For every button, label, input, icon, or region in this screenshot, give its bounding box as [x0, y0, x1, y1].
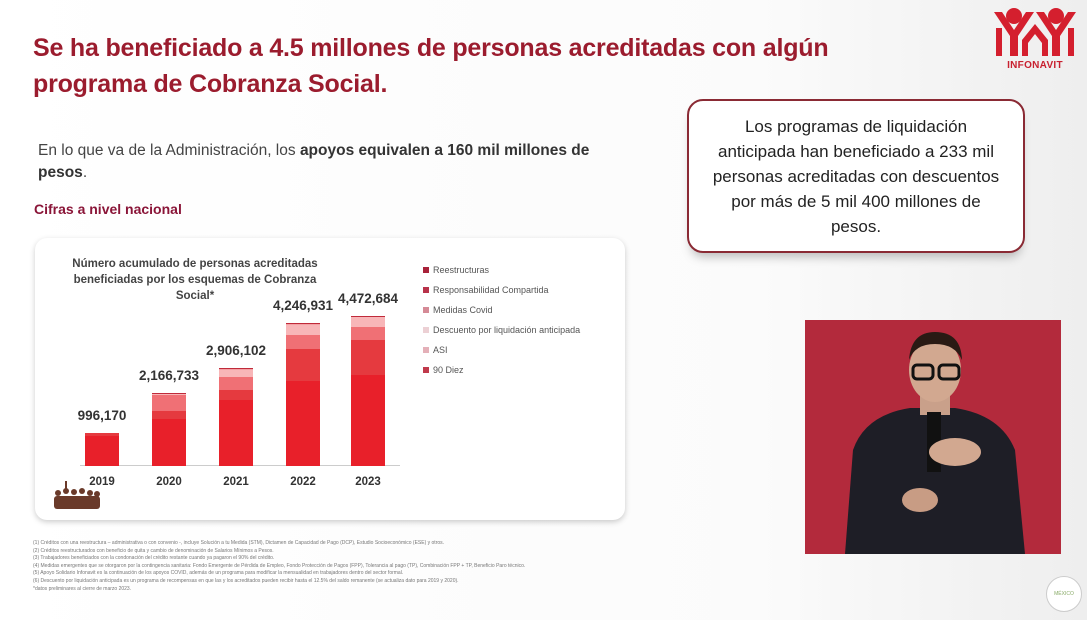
legend-item: Medidas Covid: [423, 300, 580, 320]
bar-segment: [351, 315, 385, 317]
crowd-icon: [54, 481, 100, 509]
bar-segment: [351, 317, 385, 327]
bar-2019: [85, 432, 119, 466]
footnote-line: (2) Créditos reestructurados con benefic…: [33, 547, 274, 554]
legend-item: Responsabilidad Compartida: [423, 280, 580, 300]
legend-item: 90 Diez: [423, 360, 580, 380]
footnote-line: (6) Descuento por liquidación anticipada…: [33, 577, 459, 584]
logo-text: INFONAVIT: [1007, 60, 1063, 71]
legend-label: Reestructuras: [433, 265, 490, 275]
infonavit-logo: INFONAVIT: [990, 6, 1080, 74]
legend-swatch-icon: [423, 267, 429, 273]
infonavit-houses-icon: [994, 8, 1076, 56]
section-label: Cifras a nivel nacional: [34, 201, 182, 217]
bar-segment: [152, 418, 186, 466]
footnotes: (1) Créditos con una reestructura – admi…: [33, 540, 733, 593]
footnote-line: (1) Créditos con una reestructura – admi…: [33, 540, 445, 546]
footnote-line: (3) Trabajadores beneficiados con la con…: [33, 555, 275, 562]
bar-segment: [351, 374, 385, 466]
bar-segment: [219, 376, 253, 391]
bar-total-label: 4,246,931: [272, 298, 334, 314]
x-tick-label: 2023: [355, 476, 381, 488]
bar-segment: [351, 316, 385, 318]
x-tick-label: 2019: [89, 476, 115, 488]
bar-segment: [85, 436, 119, 466]
bar-segment: [152, 394, 186, 396]
x-tick-label: 2021: [223, 476, 249, 488]
callout-box: Los programas de liquidación anticipada …: [687, 99, 1025, 253]
bar-segment: [152, 393, 186, 394]
legend-label: Medidas Covid: [433, 305, 493, 315]
chart-legend: Reestructuras Responsabilidad Compartida M…: [423, 260, 580, 380]
bar-2023: [351, 315, 385, 466]
bar-total-label: 2,906,102: [205, 343, 267, 359]
legend-swatch-icon: [423, 367, 429, 373]
bar-segment: [286, 380, 320, 466]
bar-2022: [286, 323, 320, 466]
legend-swatch-icon: [423, 287, 429, 293]
bar-segment: [152, 410, 186, 419]
bar-segment: [85, 432, 119, 434]
bar-segment: [219, 368, 253, 370]
legend-label: Responsabilidad Compartida: [433, 285, 549, 295]
bar-segment: [286, 334, 320, 349]
x-tick-label: 2020: [156, 476, 182, 488]
bar-2020: [152, 393, 186, 466]
footnote-line: *datos preliminares al cierre de marzo 2…: [33, 585, 132, 592]
intro-text: En lo que va de la Administración, los a…: [38, 140, 638, 184]
legend-item: Reestructuras: [423, 260, 580, 280]
bar-segment: [219, 399, 253, 466]
sign-language-interpreter-video: [805, 320, 1061, 554]
bar-segment: [286, 324, 320, 325]
bar-segment: [219, 390, 253, 400]
bar-segment: [85, 433, 119, 437]
bar-2021: [219, 368, 253, 466]
bar-segment: [286, 324, 320, 335]
legend-swatch-icon: [423, 347, 429, 353]
footnote-line: (5) Apoyo Solidario Infonavit es la cont…: [33, 570, 404, 577]
legend-item: Descuento por liquidación anticipada: [423, 320, 580, 340]
bar-segment: [286, 323, 320, 325]
intro-bold: apoyos equivalen a 160 mil millones de p…: [38, 142, 590, 181]
page-title: Se ha beneficiado a 4.5 millones de pers…: [33, 34, 829, 98]
legend-label: Descuento por liquidación anticipada: [433, 325, 581, 335]
legend-swatch-icon: [423, 327, 429, 333]
gobierno-mexico-seal: MÉXICO: [1046, 576, 1082, 612]
intro-plain: En lo que va de la Administración, los: [38, 142, 300, 159]
legend-label: ASI: [433, 345, 448, 355]
chart-card: Número acumulado de personas acreditadas…: [35, 238, 625, 520]
legend-label: 90 Diez: [433, 365, 464, 375]
bar-segment: [152, 395, 186, 411]
footnote-line: (4) Medidas emergentes que se otorgaron …: [33, 562, 526, 569]
legend-item: ASI: [423, 340, 580, 360]
bar-segment: [219, 369, 253, 370]
bar-segment: [351, 339, 385, 375]
bar-plot: 996,170 2,166,733 2,906,102 4,246,931 4,472,…: [78, 291, 400, 466]
interpreter-figure-icon: [845, 332, 1025, 554]
bar-segment: [219, 369, 253, 377]
bar-total-label: 4,472,684: [337, 290, 399, 306]
bar-total-label: 2,166,733: [138, 368, 200, 384]
bar-segment: [286, 348, 320, 381]
bar-segment: [351, 326, 385, 340]
bar-total-label: 996,170: [77, 407, 127, 423]
intro-end: .: [82, 164, 88, 181]
legend-swatch-icon: [423, 307, 429, 313]
callout-text: Los programas de liquidación anticipada …: [712, 116, 1000, 236]
seal-text: MÉXICO: [1054, 591, 1074, 597]
x-tick-label: 2022: [290, 476, 316, 488]
chart-title: Número acumulado de personas acreditadas…: [72, 258, 318, 302]
